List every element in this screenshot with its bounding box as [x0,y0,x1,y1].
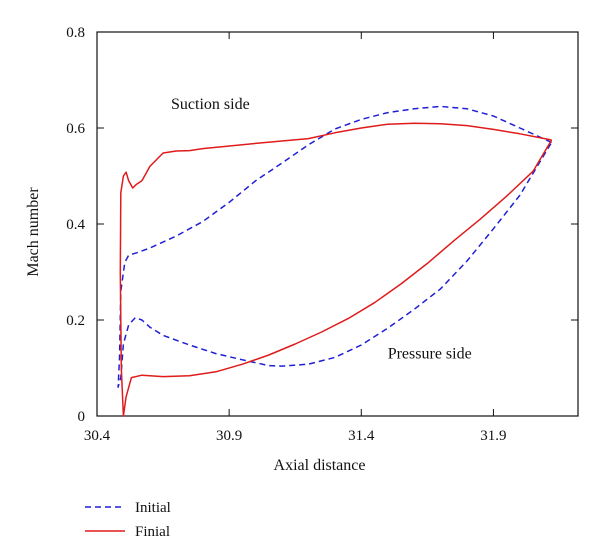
x-axis-title: Axial distance [274,457,366,474]
y-axis-title: Mach number [25,187,42,277]
legend-label-initial: Initial [135,500,171,516]
axes: 30.4 30.9 31.4 31.9 0 0.2 0.4 0.6 0.8 Axial dista… [25,25,579,474]
annotations: Suction side Pressure side [171,96,472,363]
plot-frame [96,31,579,417]
series-line-finial [119,122,553,417]
x-tick-label: 30.9 [216,428,242,444]
y-tick-label: 0 [78,409,86,425]
y-tick-label: 0.8 [66,25,85,41]
legend-label-finial: Finial [135,524,170,540]
y-tick-label: 0.6 [66,121,85,137]
legend: Initial Finial [85,500,171,540]
annotation-pressure-side: Pressure side [388,345,472,362]
series-layer [117,105,553,417]
y-tick-label: 0.2 [66,313,85,329]
x-tick-label: 30.4 [84,428,111,444]
x-tick-label: 31.9 [480,428,506,444]
x-tick-label: 31.4 [348,428,375,444]
annotation-suction-side: Suction side [171,96,250,113]
series-line-initial [117,105,553,388]
y-tick-label: 0.4 [66,217,85,233]
